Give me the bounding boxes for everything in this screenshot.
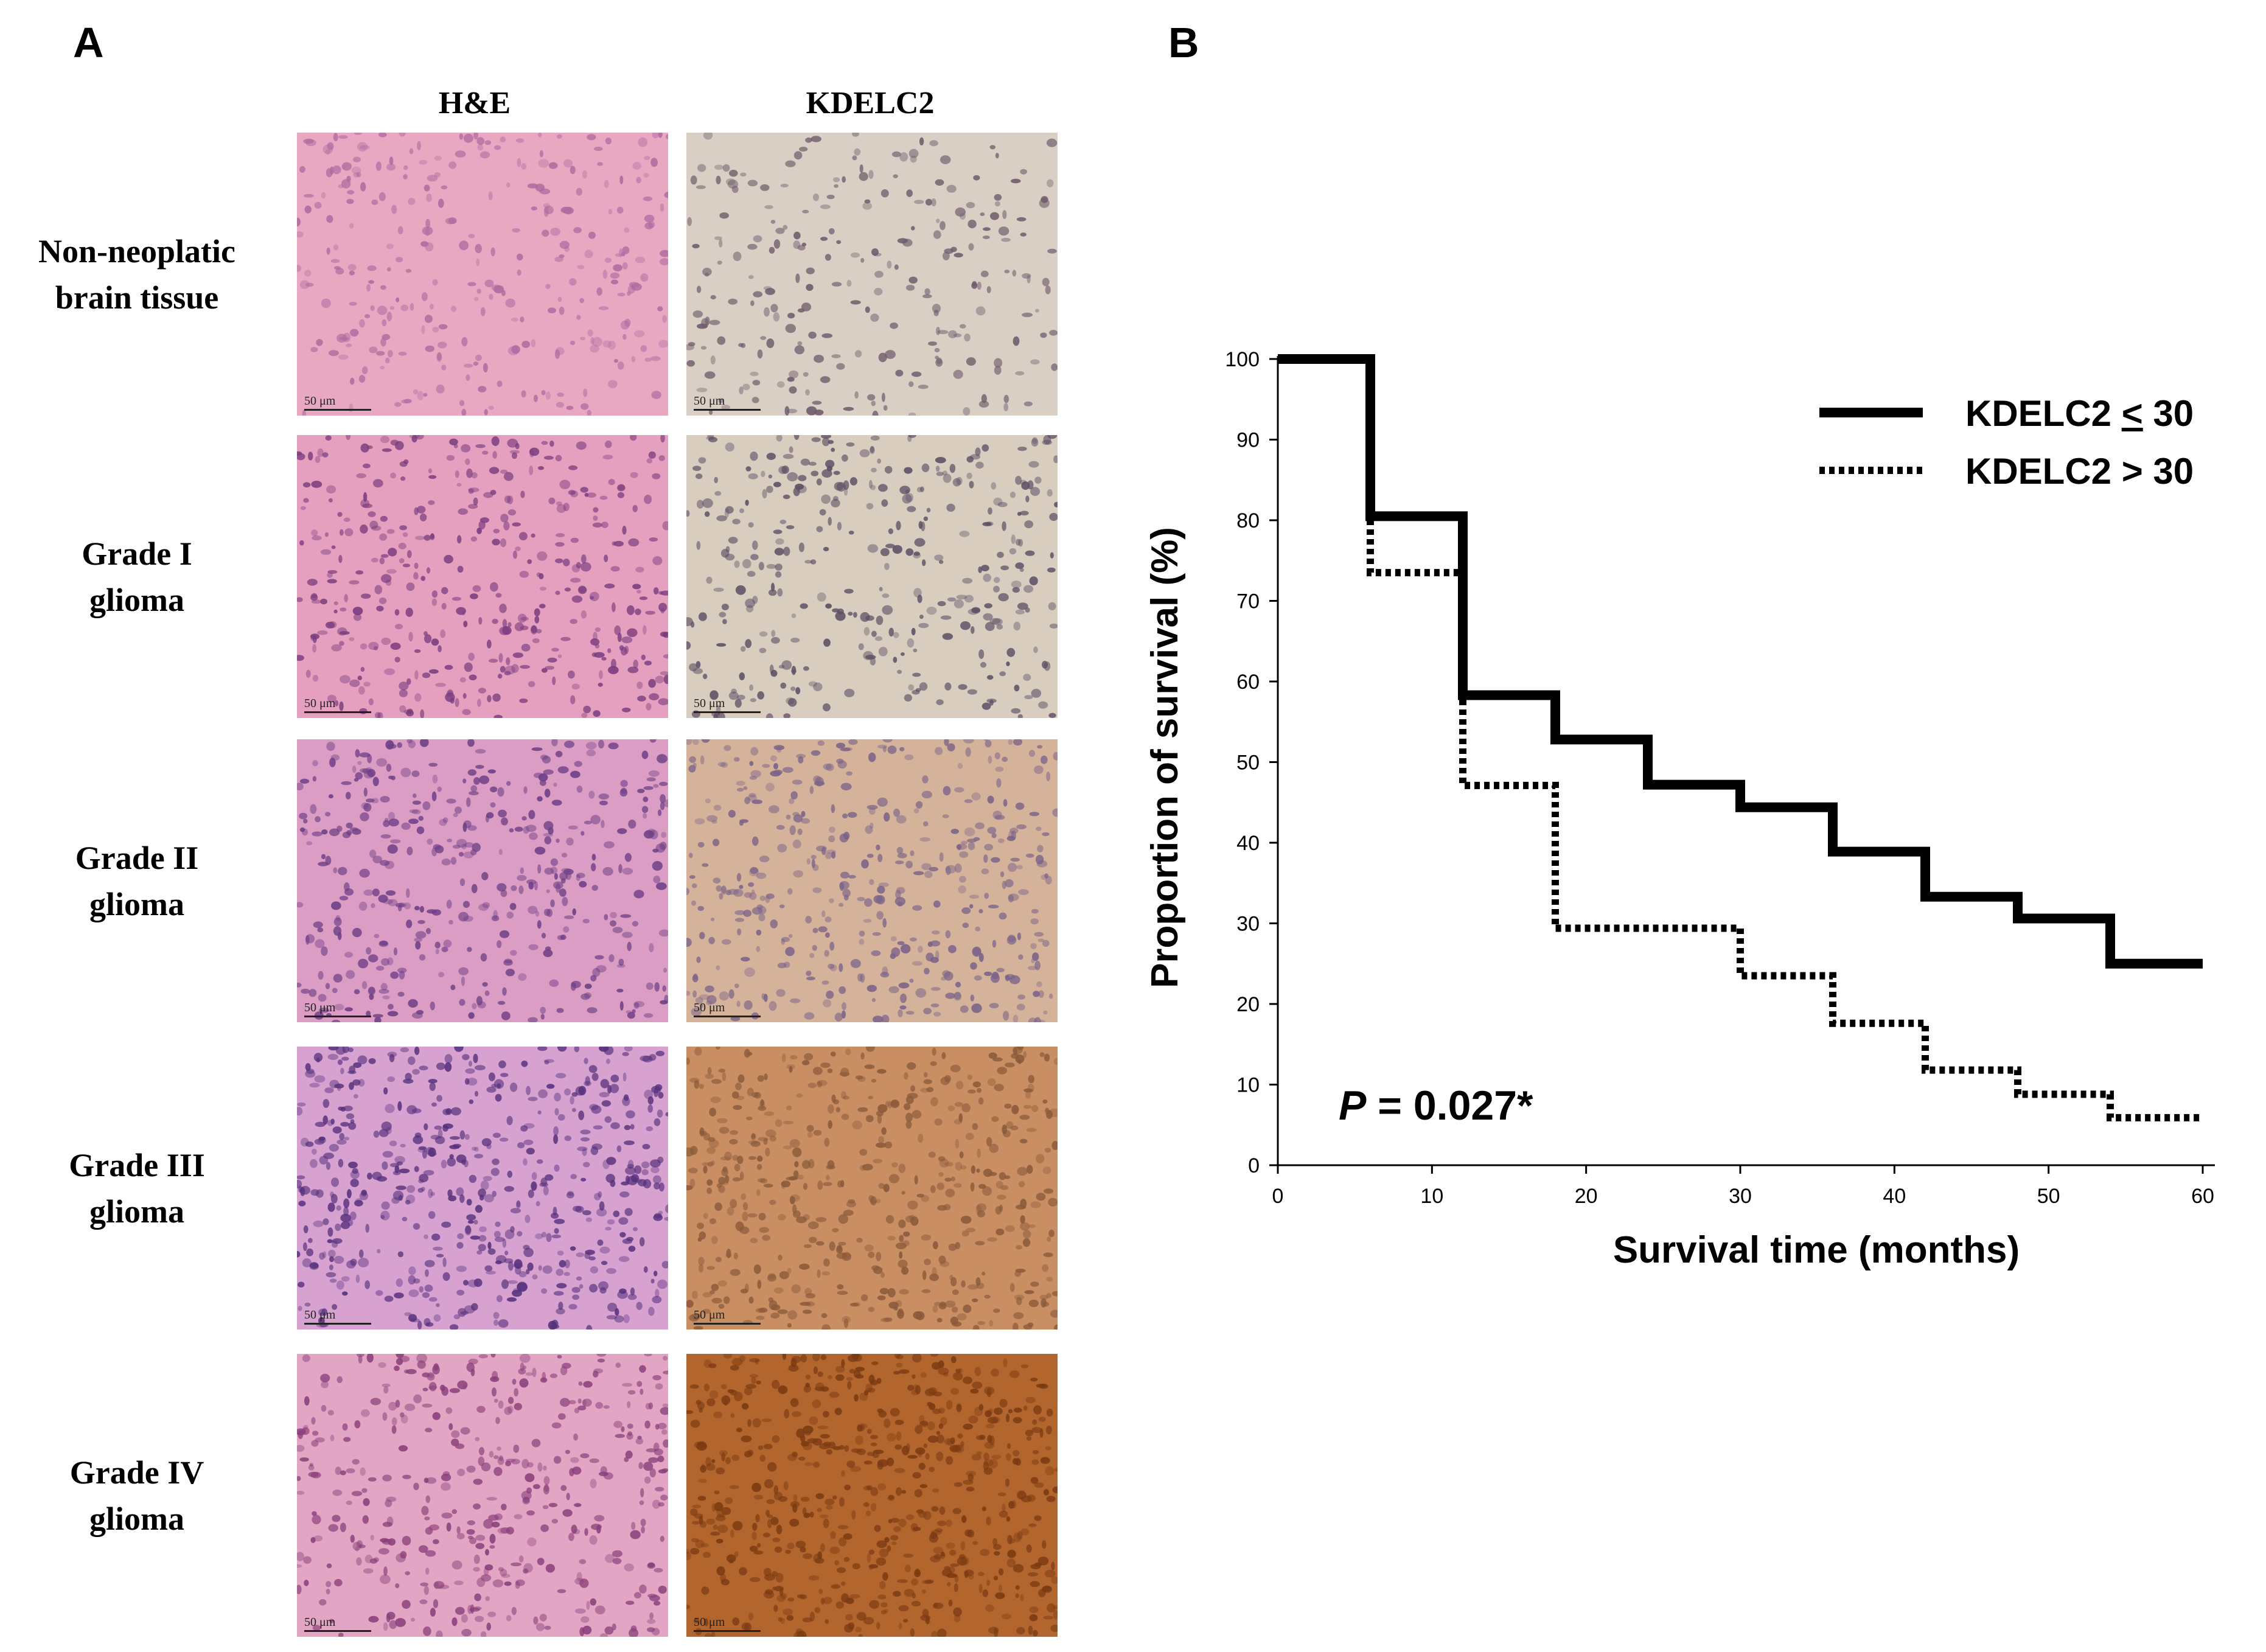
scale-bar: 50 μm [304,394,371,411]
row-label-2: Grade II glioma [6,835,268,927]
row-label-line2: glioma [89,1193,184,1230]
y-tick-label: 40 [1236,832,1260,855]
p-value: = 0.027* [1366,1082,1533,1129]
y-axis-label: Proportion of survival (%) [1144,527,1186,988]
x-tick-label: 10 [1420,1185,1443,1208]
row-label-line2: glioma [89,885,184,922]
y-tick-label: 50 [1236,751,1260,775]
y-tick-label: 60 [1236,671,1260,694]
row-label-line1: Grade IV [69,1454,204,1491]
y-tick-label: 70 [1236,590,1260,613]
legend-label-1: KDELC2 > 30 [1965,451,2194,492]
panel-b-letter: B [1168,19,1199,66]
y-tick-label: 100 [1225,348,1260,371]
series-line-1 [1278,355,2203,1121]
scale-bar: 50 μm [304,1308,371,1325]
column-header-kdelc2: KDELC2 [806,86,935,120]
chart-axes: 0 10 20 30 40 50 60 0 10 20 30 40 50 60 70 80 90 100 [1225,348,2215,1208]
scale-bar: 50 μm [694,1001,761,1017]
scale-bar: 50 μm [304,1001,371,1017]
y-tick-label: 10 [1236,1074,1260,1097]
x-tick-label: 50 [2037,1185,2060,1208]
row-label-line1: Grade III [69,1146,205,1183]
he-micrograph-3: 50 μm [297,1047,668,1330]
scale-bar: 50 μm [304,1615,371,1632]
he-micrograph-0: 50 μm [297,133,668,416]
scale-bar: 50 μm [304,697,371,713]
p-label: P [1339,1082,1367,1129]
he-micrograph-2: 50 μm [297,739,668,1022]
y-tick-label: 30 [1236,913,1260,936]
kdelc2-micrograph-2: 50 μm [686,739,1058,1022]
row-label-line1: Grade II [75,839,199,876]
p-value-annotation: P = 0.027* [1339,1082,1533,1129]
x-tick-label: 40 [1883,1185,1906,1208]
kdelc2-micrograph-4: 50 μm [686,1354,1058,1637]
x-tick-label: 60 [2191,1185,2214,1208]
series-line-0 [1278,354,2203,969]
kdelc2-micrograph-3: 50 μm [686,1047,1058,1330]
scale-bar: 50 μm [694,1615,761,1632]
legend-label-0: KDELC2 < 30 [1965,393,2194,434]
column-header-he: H&E [438,86,511,120]
x-axis-label: Survival time (months) [1613,1229,2020,1271]
row-label-line2: glioma [89,1500,184,1537]
row-label-3: Grade III glioma [6,1142,268,1235]
row-label-1: Grade I glioma [6,531,268,623]
x-tick-label: 30 [1729,1185,1752,1208]
row-label-line1: Grade I [82,535,192,572]
row-label-4: Grade IV glioma [6,1449,268,1542]
y-tick-label: 20 [1236,993,1260,1016]
y-tick-label: 0 [1248,1154,1260,1177]
x-tick-label: 20 [1575,1185,1598,1208]
x-tick-label: 0 [1272,1185,1284,1208]
he-micrograph-4: 50 μm [297,1354,668,1637]
y-tick-label: 90 [1236,429,1260,452]
kdelc2-micrograph-1: 50 μm [686,435,1058,718]
chart-series [1278,354,2203,1121]
row-label-0: Non-neoplatic brain tissue [6,228,268,321]
scale-bar: 50 μm [694,697,761,713]
he-micrograph-1: 50 μm [297,435,668,718]
kdelc2-micrograph-0: 50 μm [686,133,1058,416]
scale-bar: 50 μm [694,394,761,411]
y-tick-label: 80 [1236,509,1260,532]
scale-bar: 50 μm [694,1308,761,1325]
row-label-line2: brain tissue [55,279,219,316]
row-label-line2: glioma [89,581,184,618]
row-label-line1: Non-neoplatic [38,232,235,270]
chart-legend: KDELC2 < 30 KDELC2 > 30 [1819,393,2194,492]
panel-a-letter: A [73,19,104,66]
